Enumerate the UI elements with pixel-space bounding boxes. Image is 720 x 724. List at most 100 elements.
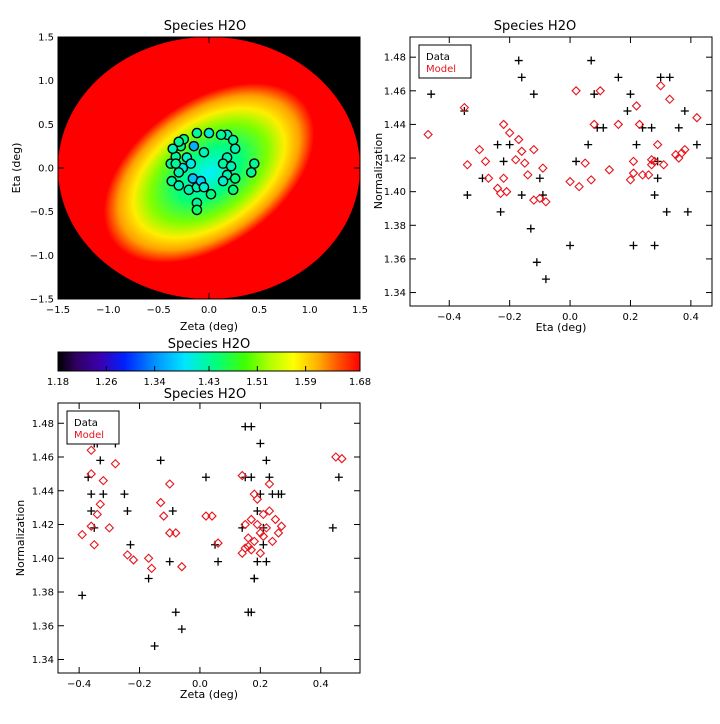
zeta-model-point	[158, 511, 169, 521]
zeta-model-point	[128, 555, 139, 565]
zeta-model-point	[273, 528, 284, 538]
field-gradient	[103, 83, 315, 263]
eta-data-point	[493, 140, 502, 149]
zeta-plot-frame	[57, 402, 361, 674]
field-star-marker	[227, 134, 239, 146]
eta-data-point	[526, 224, 535, 233]
eta-ylabel: Normalization	[372, 133, 385, 209]
zeta-model-point	[110, 458, 121, 469]
heatmap-ytick-label: 0.0	[38, 164, 54, 175]
zeta-data-point	[96, 456, 105, 465]
colorbar-tick-label: 1.26	[95, 377, 117, 388]
eta-data-point	[587, 56, 596, 65]
eta-data-point	[665, 73, 674, 82]
eta-data-point	[514, 56, 523, 65]
eta-data-point	[629, 241, 638, 250]
zeta-xtick-label: −0.2	[127, 679, 151, 690]
zeta-model-point	[95, 499, 106, 510]
zeta-data-point	[250, 574, 259, 583]
zeta-data-point	[201, 473, 210, 482]
zeta-ytick-label: 1.48	[32, 419, 54, 430]
zeta-model-point	[104, 523, 115, 533]
colorbar-tick-label: 1.18	[47, 377, 69, 388]
eta-model-point	[664, 94, 675, 104]
zeta-model-point	[240, 519, 251, 530]
heatmap-xtick-label: −0.5	[147, 305, 171, 316]
eta-model-point	[631, 101, 642, 111]
eta-ytick-label: 1.34	[384, 288, 406, 299]
zeta-xtick-label: −0.4	[67, 679, 91, 690]
eta-model-point	[580, 158, 590, 168]
zeta-model-point	[86, 445, 96, 456]
zeta-ytick-label: 1.44	[32, 486, 54, 497]
heatmap-xtick-label: 1.0	[302, 305, 318, 316]
zeta-model-point	[86, 469, 96, 479]
zeta-model-point	[92, 509, 103, 520]
zeta-data-point	[334, 473, 343, 482]
colorbar-tick-label: 1.59	[295, 377, 317, 388]
eta-model-point	[480, 156, 491, 167]
zeta-model-point	[270, 514, 281, 525]
zeta-data-point	[247, 608, 256, 617]
zeta-data-point	[87, 490, 96, 499]
eta-data-point	[499, 157, 508, 166]
colorbar-tick-label: 1.68	[349, 377, 371, 388]
eta-legend-data: Data	[426, 52, 450, 63]
colorbar-panel: Species H2O 1.18 1.26 1.34 1.43 1.51 1.59 1.68	[47, 337, 371, 388]
zeta-model-point	[337, 453, 347, 464]
zeta-model-point	[171, 528, 181, 538]
zeta-data-point	[99, 490, 108, 499]
zeta-xtick-label: 0.4	[313, 679, 329, 690]
zeta-data-point	[120, 490, 129, 499]
zeta-data-point	[262, 456, 271, 465]
zeta-model-point	[143, 553, 154, 564]
zeta-xlabel: Zeta (deg)	[180, 688, 238, 701]
eta-data-point	[632, 140, 641, 149]
field-star-marker	[229, 143, 241, 155]
eta-model-point	[516, 146, 527, 157]
zeta-model-point	[264, 479, 275, 489]
zeta-model-point	[86, 521, 96, 531]
eta-model-point	[652, 139, 663, 150]
eta-model-point	[574, 181, 584, 192]
zeta-model-point	[213, 538, 223, 548]
eta-model-point	[625, 175, 636, 185]
zeta-data-point	[253, 507, 262, 515]
field-star-marker	[217, 175, 229, 187]
eta-model-point	[519, 158, 530, 168]
eta-data-point	[656, 73, 665, 82]
zeta-data-point	[126, 540, 135, 549]
zeta-ytick-label: 1.40	[32, 554, 54, 565]
zeta-data-point	[165, 557, 174, 566]
zeta-model-point	[252, 519, 263, 530]
eta-model-point	[474, 144, 485, 155]
zeta-data-point	[277, 490, 286, 499]
zeta-model-point	[177, 561, 187, 572]
eta-data-point	[599, 123, 608, 132]
eta-model-point	[538, 163, 548, 173]
eta-model-point	[680, 144, 690, 155]
zeta-scatter-panel: Species H2O −0.4 −0.2 0.0 0.2 0.4 1.34 1.36 1.3…	[14, 387, 361, 701]
eta-model-point	[628, 168, 639, 178]
eta-model-point	[646, 159, 657, 170]
zeta-data-point	[144, 574, 153, 583]
eta-model-point	[674, 153, 684, 163]
heatmap-xtick-label: −1.5	[46, 305, 70, 316]
eta-data-point	[692, 140, 701, 149]
zeta-ytick-label: 1.36	[32, 621, 54, 632]
eta-data-point	[653, 174, 662, 183]
zeta-data-point	[256, 439, 265, 448]
eta-model-point	[613, 119, 624, 130]
eta-data-point	[572, 157, 581, 166]
eta-model-point	[510, 154, 521, 165]
eta-data-point	[517, 73, 526, 82]
zeta-data-point	[123, 507, 132, 515]
field-star-marker	[191, 127, 203, 139]
zeta-legend-model: Model	[74, 430, 104, 441]
eta-data-point	[584, 140, 593, 149]
zeta-ytick-label: 1.46	[32, 453, 54, 464]
eta-model-point	[423, 129, 433, 140]
eta-model-point	[513, 134, 524, 145]
eta-legend: Data Model	[418, 44, 472, 79]
zeta-data-point	[156, 456, 165, 465]
